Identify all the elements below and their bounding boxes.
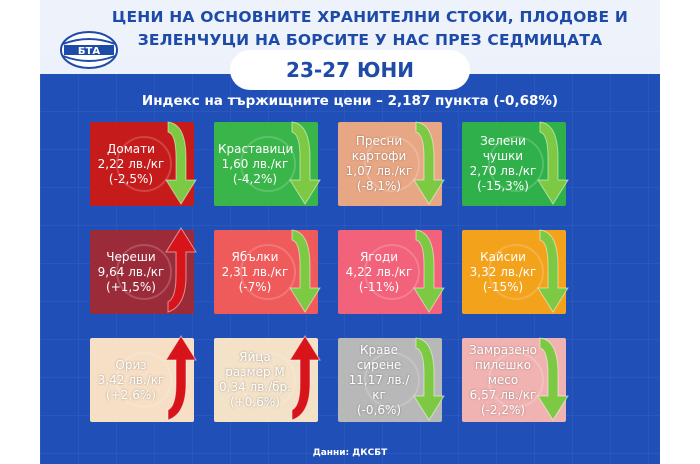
product-change: (+0,6%) <box>230 395 280 409</box>
trend-down-arrow-icon <box>413 121 445 205</box>
product-change: (-8,1%) <box>356 179 402 193</box>
product-change: (-0,6%) <box>356 402 402 417</box>
product-change: (-11%) <box>358 279 400 294</box>
product-change: (+1,5%) <box>106 279 156 294</box>
right-margin <box>660 0 700 464</box>
left-margin <box>0 0 40 464</box>
trend-down-arrow-icon <box>289 229 321 313</box>
product-change: (-7%) <box>238 279 272 294</box>
product-name: Краве сирене <box>356 342 402 372</box>
trend-down-arrow-icon <box>413 337 445 421</box>
product-change: (+2,6%) <box>106 387 156 402</box>
product-name: Краставици <box>218 141 294 156</box>
product-name: Кайсии <box>480 249 526 264</box>
product-name: Замразено пилешко месо <box>468 342 538 387</box>
market-index-line: Индекс на тържищните цени – 2,187 пункта… <box>141 93 559 109</box>
product-change: (-2,5%) <box>108 171 154 186</box>
trend-down-arrow-icon <box>289 121 321 205</box>
product-price: 3,42 лв./кг <box>97 372 165 387</box>
product-price: 9,64 лв./кг <box>97 264 165 279</box>
date-range-badge: 23-27 ЮНИ <box>230 50 470 90</box>
product-price: 3,32 лв./кг <box>469 264 537 279</box>
page-title-line1: ЦЕНИ НА ОСНОВНИТЕ ХРАНИТЕЛНИ СТОКИ, ПЛОД… <box>111 8 629 26</box>
product-change: (-4,2%) <box>232 171 278 186</box>
trend-down-arrow-icon <box>537 229 569 313</box>
trend-down-arrow-icon <box>413 229 445 313</box>
product-price: 6,57 лв./кг <box>469 387 537 402</box>
bta-logo: БТА <box>58 30 120 70</box>
trend-up-arrow-icon <box>165 227 197 313</box>
page-title-line2: ЗЕЛЕНЧУЦИ НА БОРСИТЕ У НАС ПРЕЗ СЕДМИЦАТ… <box>137 31 603 49</box>
trend-up-arrow-icon <box>289 335 321 421</box>
product-name: Пресни картофи <box>351 134 407 163</box>
product-change: (-15,3%) <box>477 179 529 193</box>
product-price: 0,34 лв./бр. <box>219 380 291 394</box>
date-range: 23-27 ЮНИ <box>286 58 414 82</box>
product-name: Домати <box>107 141 155 156</box>
data-source: Данни: ДКСБТ <box>312 448 388 458</box>
product-change: (-2,2%) <box>480 402 526 417</box>
product-price: 11,17 лв./кг <box>348 372 410 402</box>
product-name: Яйца размер М <box>225 350 285 379</box>
logo-text: БТА <box>78 46 100 57</box>
product-price: 2,22 лв./кг <box>97 156 165 171</box>
trend-down-arrow-icon <box>537 121 569 205</box>
product-price: 1,07 лв./кг <box>345 164 413 178</box>
trend-up-arrow-icon <box>165 335 197 421</box>
product-name: Ягоди <box>359 249 399 264</box>
trend-down-arrow-icon <box>165 121 197 205</box>
product-price: 4,22 лв./кг <box>345 264 413 279</box>
product-change: (-15%) <box>482 279 524 294</box>
product-price: 2,31 лв./кг <box>221 264 289 279</box>
product-name: Зелени чушки <box>480 134 526 163</box>
product-name: Ориз <box>115 357 147 372</box>
trend-down-arrow-icon <box>537 337 569 421</box>
product-name: Ябълки <box>231 249 279 264</box>
product-name: Череши <box>106 249 156 264</box>
product-price: 2,70 лв./кг <box>469 164 537 178</box>
product-price: 1,60 лв./кг <box>221 156 289 171</box>
